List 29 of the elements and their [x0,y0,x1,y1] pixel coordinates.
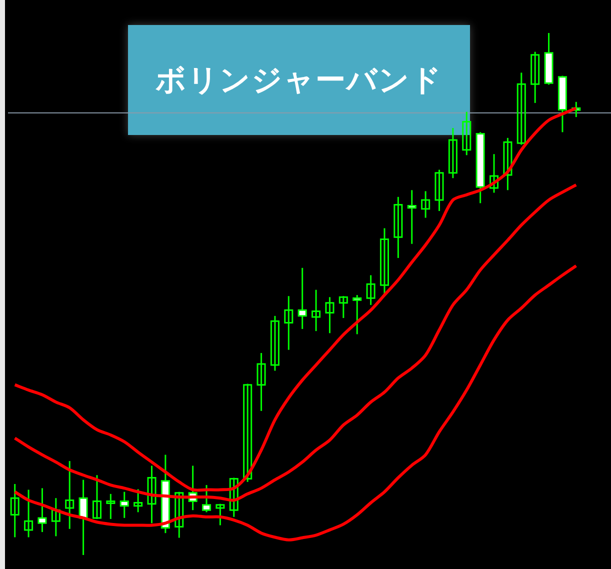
candlestick [65,460,74,530]
candlestick [380,227,390,295]
candlestick [24,489,34,538]
candlestick [229,476,238,518]
candlestick [366,274,376,306]
candlestick [312,289,321,332]
candlestick [325,296,334,334]
candlestick [92,474,102,520]
candlestick [434,169,444,212]
candlestick [270,315,280,372]
candlestick [394,196,403,259]
candlestick [256,352,266,412]
candlestick [421,190,430,219]
candlestick [448,127,458,179]
candlestick [106,493,116,520]
candlestick [147,464,156,524]
candlestick [51,497,60,537]
candlestick [243,383,252,483]
candlestick [174,491,184,539]
candlestick [134,488,143,513]
candlestick [10,483,20,538]
candlestick [530,51,540,104]
candlestick [516,72,526,146]
candlestick [503,137,512,191]
candlestick [462,111,472,156]
candlestick [284,295,294,351]
candlestick [338,295,348,319]
candlestick [489,153,499,194]
candlestick [216,503,225,526]
